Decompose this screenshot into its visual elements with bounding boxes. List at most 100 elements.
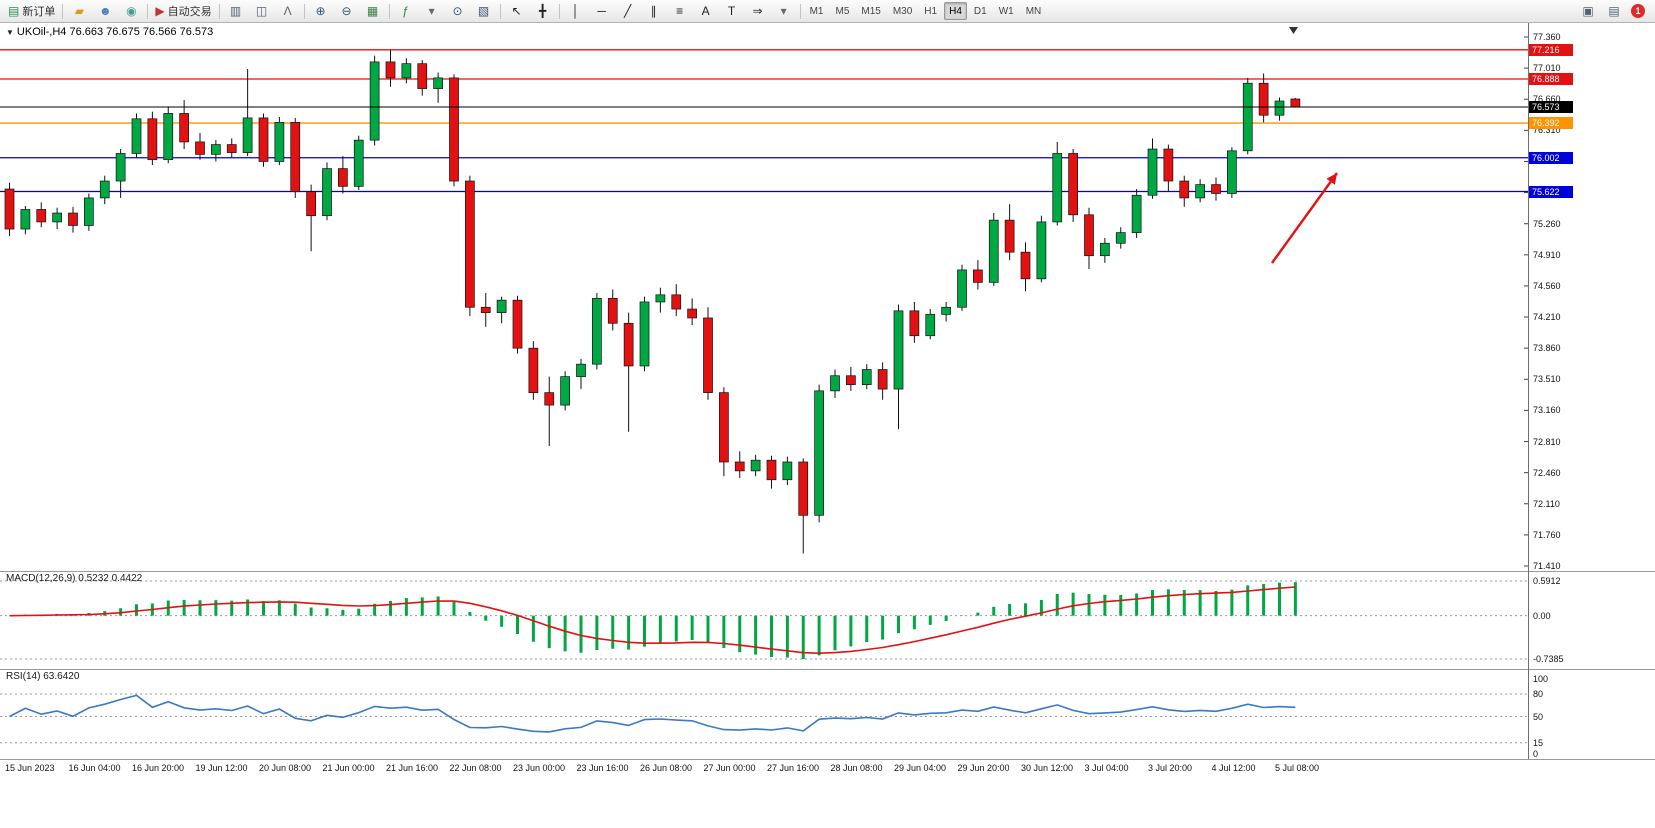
trendline-icon[interactable]: ╱: [615, 1, 641, 21]
tile-windows-icon: ▦: [366, 4, 379, 18]
vertical-line-icon: │: [571, 4, 580, 18]
indicators-icon[interactable]: ƒ: [393, 1, 419, 21]
window-list-button[interactable]: ▣: [1575, 1, 1601, 21]
price-tick: 76.310: [1533, 125, 1561, 136]
text-tool-icon: A: [701, 4, 710, 18]
market-watch-icon[interactable]: ▰: [66, 1, 92, 21]
toolbar: ▤ 新订单 ▰ ☻ ◉ ▶ 自动交易 ▥ ◫ Λ ⊕ ⊖ ▦ ƒ ▾ ⊙ ▧ ↖ ╋ │ ─ ╱ ∥ ≡ A T ⇒ ▾ M1 M5 M15…: [0, 0, 1655, 23]
symbol-ohlc-header: ▼ UKOil-,H4 76.663 76.675 76.566 76.573: [6, 26, 213, 38]
layout-button[interactable]: ▤: [1601, 1, 1627, 21]
templates-icon[interactable]: ▧: [471, 1, 497, 21]
zoom-out-icon: ⊖: [341, 4, 352, 18]
time-tick: 16 Jun 04:00: [68, 763, 121, 773]
vertical-line-icon[interactable]: │: [563, 1, 589, 21]
new-order-icon: ▤: [8, 4, 20, 18]
timeframe-m30[interactable]: M30: [892, 5, 913, 17]
macd-label: MACD(12,26,9) 0.5232 0.4422: [6, 573, 143, 584]
pane-separator[interactable]: [0, 759, 1655, 760]
zoom-in-icon: ⊕: [315, 4, 326, 18]
rsi-axis-value: 50: [1533, 711, 1544, 722]
fibonacci-icon[interactable]: ≡: [667, 1, 693, 21]
arrows-caret-icon: ▾: [780, 4, 787, 18]
rsi-axis-value: 15: [1533, 737, 1544, 748]
price-tag-76.002: 76.002: [1529, 151, 1573, 164]
time-tick: 21 Jun 16:00: [386, 763, 439, 773]
strategy-tester-icon[interactable]: ◉: [118, 1, 144, 21]
indicators-icon: ƒ: [402, 4, 409, 18]
zoom-in-icon[interactable]: ⊕: [308, 1, 334, 21]
notification-badge[interactable]: 1: [1631, 4, 1645, 18]
macd-indicator-canvas[interactable]: [0, 571, 1655, 669]
label-tool-icon: T: [727, 4, 736, 18]
label-tool-icon[interactable]: T: [719, 1, 745, 21]
timeframe-d1[interactable]: D1: [973, 5, 987, 17]
indicators-caret-icon[interactable]: ▾: [419, 1, 445, 21]
strategy-tester-icon: ◉: [126, 4, 137, 18]
price-axis-border: [1528, 23, 1529, 759]
horizontal-line-icon: ─: [597, 4, 606, 18]
time-tick: 15 Jun 2023: [5, 763, 55, 773]
crosshair-icon[interactable]: ╋: [530, 1, 556, 21]
timeframe-mn[interactable]: MN: [1025, 5, 1042, 17]
cursor-icon[interactable]: ↖: [504, 1, 530, 21]
timeframe-w1[interactable]: W1: [998, 5, 1014, 17]
price-tick: 72.810: [1533, 436, 1561, 447]
time-tick: 3 Jul 04:00: [1084, 763, 1129, 773]
price-tag-76.392: 76.392: [1529, 117, 1573, 130]
autotrade-button[interactable]: ▶ 自动交易: [151, 1, 215, 21]
rsi-line: [9, 694, 1296, 733]
price-tick: 71.410: [1533, 561, 1561, 571]
rsi-axis-value: 0: [1533, 749, 1539, 759]
price-tick: 76.660: [1533, 94, 1561, 105]
horizontal-line-icon[interactable]: ─: [589, 1, 615, 21]
trendline-icon: ╱: [623, 4, 632, 18]
price-chart-canvas[interactable]: [0, 23, 1655, 571]
bar-chart-icon: ▥: [229, 4, 242, 18]
scroll-end-marker: [1289, 27, 1298, 34]
crosshair-icon: ╋: [538, 4, 547, 18]
pane-separator[interactable]: [0, 669, 1655, 670]
market-watch-icon: ▰: [74, 4, 84, 18]
new-order-button[interactable]: ▤ 新订单: [4, 1, 59, 21]
rsi-axis-value: 80: [1533, 689, 1544, 699]
new-order-button-label: 新订单: [22, 6, 56, 18]
timeframe-m5[interactable]: M5: [835, 5, 850, 17]
window-list-icon: ▣: [1582, 4, 1594, 18]
macd-signal-line: [9, 586, 1296, 655]
channel-icon: ∥: [650, 4, 657, 18]
arrows-tool-icon[interactable]: ⇒: [745, 1, 771, 21]
timeframe-h4[interactable]: H4: [944, 2, 967, 20]
chart-dropdown-icon[interactable]: ▼: [6, 28, 14, 37]
time-tick: 16 Jun 20:00: [132, 763, 185, 773]
channel-icon[interactable]: ∥: [641, 1, 667, 21]
price-tick: 72.460: [1533, 467, 1561, 478]
trend-arrow-annotation[interactable]: [1271, 172, 1338, 264]
time-tick: 30 Jun 12:00: [1021, 763, 1074, 773]
data-window-icon[interactable]: ☻: [92, 1, 118, 21]
line-chart-icon[interactable]: Λ: [275, 1, 301, 21]
toolbar-separator: [499, 3, 501, 19]
candlestick-chart-icon: ◫: [255, 4, 268, 18]
time-tick: 26 Jun 08:00: [640, 763, 693, 773]
rsi-axis-value: 100: [1533, 674, 1549, 684]
pane-separator[interactable]: [0, 571, 1655, 572]
rsi-indicator-canvas[interactable]: [0, 669, 1655, 759]
timeframe-h1[interactable]: H1: [924, 5, 938, 17]
fibonacci-icon: ≡: [676, 4, 684, 18]
candlestick-chart-icon[interactable]: ◫: [249, 1, 275, 21]
arrows-tool-icon: ⇒: [752, 4, 763, 18]
periods-icon[interactable]: ⊙: [445, 1, 471, 21]
zoom-out-icon[interactable]: ⊖: [334, 1, 360, 21]
tile-windows-icon[interactable]: ▦: [360, 1, 386, 21]
timeframe-m15[interactable]: M15: [861, 5, 881, 17]
time-tick: 27 Jun 16:00: [767, 763, 820, 773]
price-tick: 77.010: [1533, 63, 1561, 74]
time-tick: 23 Jun 00:00: [513, 763, 566, 773]
price-tick: 71.760: [1533, 529, 1561, 540]
timeframe-m1[interactable]: M1: [809, 5, 824, 17]
macd-axis-value: 0.5912: [1533, 576, 1561, 586]
arrows-caret-icon[interactable]: ▾: [771, 1, 797, 21]
price-tick: 73.860: [1533, 343, 1561, 354]
text-tool-icon[interactable]: A: [693, 1, 719, 21]
bar-chart-icon[interactable]: ▥: [223, 1, 249, 21]
